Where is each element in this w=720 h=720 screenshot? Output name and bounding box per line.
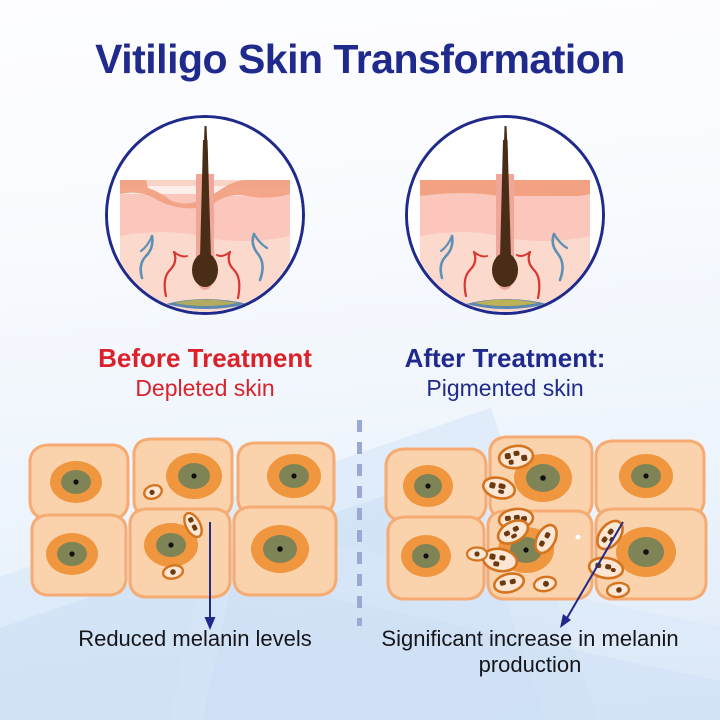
- cells-before-svg: [28, 437, 338, 599]
- pointer-arrow-after: [545, 520, 635, 640]
- caption-after-heading: After Treatment:: [404, 343, 606, 373]
- note-before: Reduced melanin levels: [78, 626, 312, 651]
- melanocyte-cluster-before: [18, 432, 338, 617]
- skin-cross-section-pigmented-svg: [408, 118, 602, 312]
- section-divider: [357, 420, 362, 626]
- melanosome-group-after: [465, 444, 631, 599]
- arrow-down-left-icon: [560, 521, 624, 628]
- cells-after-svg: [384, 435, 708, 601]
- caption-after: After Treatment: Pigmented skin: [345, 343, 665, 402]
- arrow-down-icon: [204, 522, 216, 630]
- skin-diagram-before: [105, 115, 305, 315]
- caption-before: Before Treatment Depleted skin: [45, 343, 365, 402]
- melanosome-group-before: [143, 483, 203, 580]
- melanocyte-cluster-after: [378, 432, 708, 617]
- caption-after-subheading: Pigmented skin: [426, 375, 584, 402]
- pointer-arrow-before: [190, 520, 230, 640]
- skin-diagram-after: [405, 115, 605, 315]
- skin-cross-section-depleted-svg: [108, 118, 302, 312]
- note-after: Significant increase in melanin producti…: [381, 626, 679, 678]
- page-title: Vitiligo Skin Transformation: [95, 36, 625, 82]
- caption-before-heading: Before Treatment: [98, 343, 312, 373]
- caption-before-subheading: Depleted skin: [135, 375, 275, 402]
